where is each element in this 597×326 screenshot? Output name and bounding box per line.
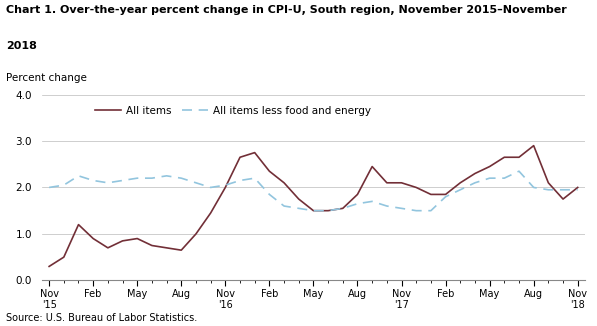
- All items: [339, 206, 346, 210]
- All items: [398, 181, 405, 185]
- Line: All items: All items: [49, 146, 578, 266]
- All items less food and energy: [75, 174, 82, 178]
- Text: Chart 1. Over-the-year percent change in CPI-U, South region, November 2015–Nove: Chart 1. Over-the-year percent change in…: [6, 5, 567, 15]
- All items: [221, 185, 229, 189]
- All items less food and energy: [221, 183, 229, 187]
- Line: All items less food and energy: All items less food and energy: [49, 171, 578, 211]
- All items: [295, 197, 302, 201]
- All items: [427, 192, 435, 196]
- All items less food and energy: [501, 176, 508, 180]
- All items: [354, 192, 361, 196]
- All items: [413, 185, 420, 189]
- All items: [192, 232, 199, 236]
- All items: [178, 248, 185, 252]
- All items: [148, 244, 155, 247]
- All items less food and energy: [486, 176, 493, 180]
- All items less food and energy: [236, 179, 244, 183]
- All items less food and energy: [442, 195, 449, 199]
- All items: [251, 151, 259, 155]
- All items less food and energy: [545, 188, 552, 192]
- All items: [281, 181, 288, 185]
- All items: [486, 165, 493, 169]
- All items less food and energy: [119, 179, 126, 183]
- All items less food and energy: [60, 183, 67, 187]
- Text: Percent change: Percent change: [6, 73, 87, 83]
- All items less food and energy: [163, 174, 170, 178]
- All items: [60, 255, 67, 259]
- All items less food and energy: [104, 181, 112, 185]
- All items: [383, 181, 390, 185]
- All items less food and energy: [574, 188, 581, 192]
- Text: 2018: 2018: [6, 41, 37, 51]
- All items less food and energy: [325, 209, 332, 213]
- All items: [574, 185, 581, 189]
- All items less food and energy: [295, 206, 302, 210]
- All items: [90, 237, 97, 241]
- All items less food and energy: [148, 176, 155, 180]
- All items less food and energy: [472, 181, 479, 185]
- All items: [545, 181, 552, 185]
- All items: [310, 209, 317, 213]
- All items less food and energy: [383, 204, 390, 208]
- All items: [104, 246, 112, 250]
- All items less food and energy: [281, 204, 288, 208]
- All items: [559, 197, 567, 201]
- All items less food and energy: [45, 185, 53, 189]
- All items less food and energy: [339, 206, 346, 210]
- All items: [163, 246, 170, 250]
- All items less food and energy: [354, 202, 361, 206]
- All items less food and energy: [266, 192, 273, 196]
- All items less food and energy: [427, 209, 435, 213]
- All items less food and energy: [178, 176, 185, 180]
- All items: [472, 171, 479, 175]
- All items: [325, 209, 332, 213]
- All items less food and energy: [368, 200, 376, 203]
- All items: [207, 211, 214, 215]
- All items: [501, 155, 508, 159]
- All items less food and energy: [413, 209, 420, 213]
- All items less food and energy: [530, 185, 537, 189]
- All items less food and energy: [207, 185, 214, 189]
- All items: [75, 223, 82, 227]
- All items less food and energy: [457, 188, 464, 192]
- All items less food and energy: [134, 176, 141, 180]
- All items: [119, 239, 126, 243]
- All items less food and energy: [192, 181, 199, 185]
- All items: [515, 155, 522, 159]
- All items: [134, 237, 141, 241]
- All items less food and energy: [90, 179, 97, 183]
- All items less food and energy: [515, 169, 522, 173]
- All items less food and energy: [310, 209, 317, 213]
- All items: [442, 192, 449, 196]
- All items: [368, 165, 376, 169]
- All items less food and energy: [398, 206, 405, 210]
- All items: [457, 181, 464, 185]
- Legend: All items, All items less food and energy: All items, All items less food and energ…: [91, 102, 375, 120]
- All items: [236, 155, 244, 159]
- All items less food and energy: [251, 176, 259, 180]
- All items less food and energy: [559, 188, 567, 192]
- Text: Source: U.S. Bureau of Labor Statistics.: Source: U.S. Bureau of Labor Statistics.: [6, 313, 197, 323]
- All items: [45, 264, 53, 268]
- All items: [530, 144, 537, 148]
- All items: [266, 169, 273, 173]
